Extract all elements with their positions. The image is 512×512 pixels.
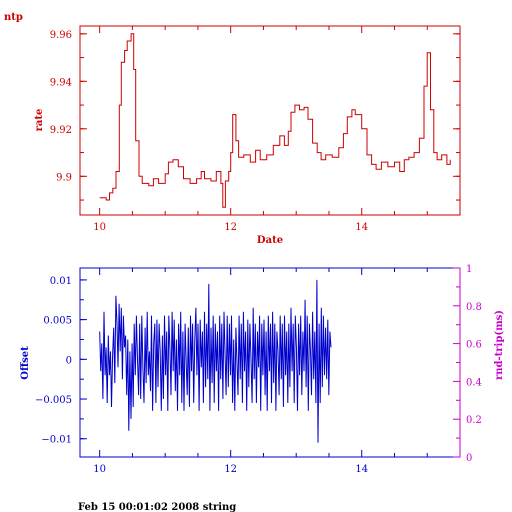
offset-y-tick-label: −0.01 <box>41 435 72 446</box>
offset-y-axis-label: Offset <box>20 346 31 380</box>
rate-chart: 10 12 14 9.9 9.92 9.94 9.96 Date rate <box>34 25 461 246</box>
rate-y-tick-label: 9.94 <box>50 77 72 88</box>
offset-y2-tick-label: 0.8 <box>466 302 482 313</box>
offset-y-tick-label: 0 <box>66 355 72 366</box>
offset-y2-tick-label: 0.4 <box>466 377 482 388</box>
offset-x-tick-label: 12 <box>224 464 237 475</box>
rate-series-line <box>99 33 451 208</box>
offset-y2-tick-label: 0.2 <box>466 415 482 426</box>
offset-y2-tick-label: 0 <box>466 453 472 464</box>
round-trip-y-axis-label: rnd-trip(ms) <box>494 310 505 380</box>
offset-y-tick-label: 0.01 <box>50 276 72 287</box>
rate-y-tick-label: 9.92 <box>50 125 72 136</box>
offset-x-tick-label: 10 <box>93 464 106 475</box>
rate-x-axis-label: Date <box>257 235 283 246</box>
offset-y-tick-label: 0.005 <box>43 316 72 327</box>
offset-y2-tick-label: 0.6 <box>466 340 482 351</box>
offset-chart: 10 12 14 −0.01 −0.005 0 0.005 0.01 0 0.2 0.4 0.6 0.8… <box>20 264 505 475</box>
rate-x-tick-label: 10 <box>93 222 106 233</box>
rate-y-tick-label: 9.96 <box>50 30 72 41</box>
rate-y-tick-label: 9.9 <box>56 172 72 183</box>
footer-timestamp: Feb 15 00:01:02 2008 string <box>78 502 236 512</box>
rate-y-axis-label: rate <box>34 109 45 132</box>
corner-label: ntp <box>4 12 23 23</box>
offset-series-line <box>99 279 332 443</box>
rate-x-tick-label: 14 <box>355 222 368 233</box>
offset-y2-tick-label: 1 <box>466 264 472 275</box>
offset-y-tick-label: −0.005 <box>35 395 72 406</box>
rate-x-tick-label: 12 <box>224 222 237 233</box>
rate-plot-frame <box>79 25 461 216</box>
offset-x-tick-label: 14 <box>355 464 368 475</box>
